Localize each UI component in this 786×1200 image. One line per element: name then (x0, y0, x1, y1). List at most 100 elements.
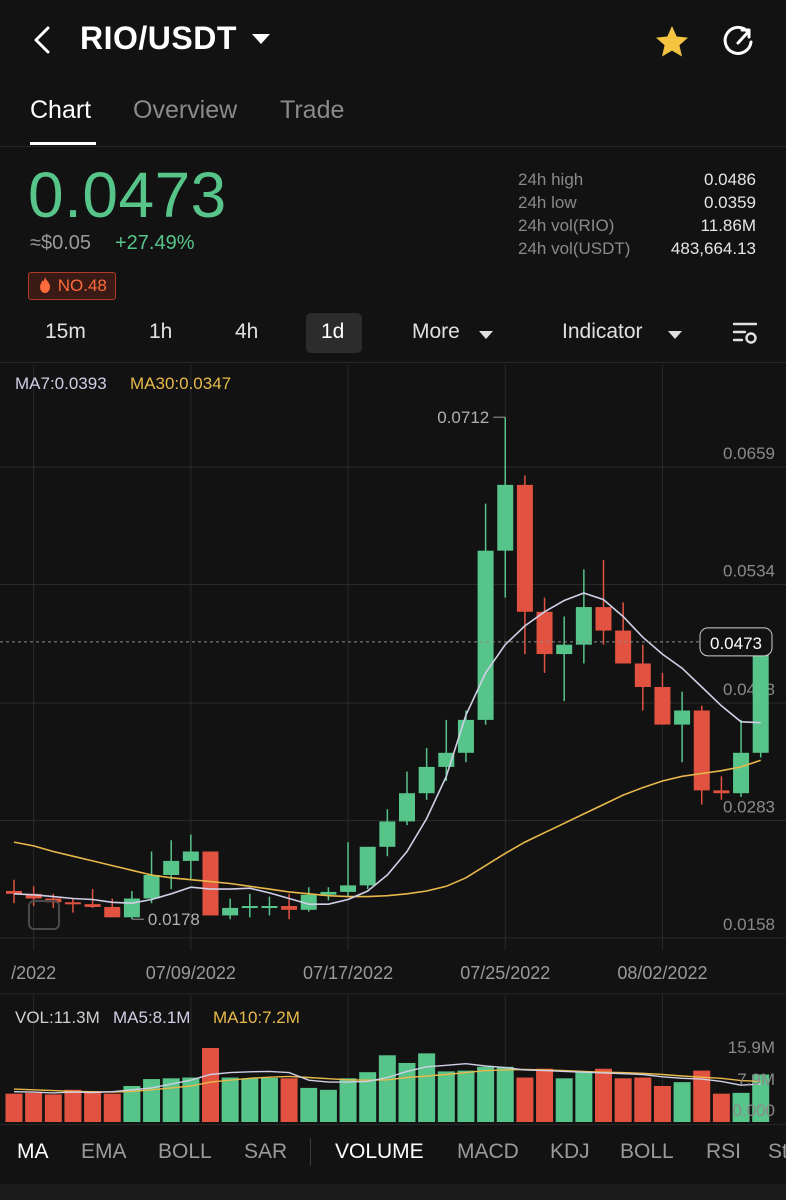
indicator-tab-ma[interactable]: MA (17, 1140, 49, 1163)
volume-bar[interactable] (64, 1089, 82, 1122)
volume-bar[interactable] (575, 1071, 593, 1122)
volume-bar[interactable] (496, 1066, 514, 1122)
volume-chart[interactable]: VOL:11.3M MA5:8.1M MA10:7.2M 15.9M 7.9M 0.000 (0, 995, 786, 1125)
volume-bar[interactable] (182, 1077, 200, 1122)
volume-bar[interactable] (536, 1068, 554, 1122)
volume-bar[interactable] (84, 1091, 102, 1122)
candle-body[interactable] (261, 906, 278, 909)
volume-bar[interactable] (359, 1072, 377, 1122)
candle-body[interactable] (241, 906, 258, 909)
indicator-dropdown[interactable]: Indicator (562, 320, 643, 343)
volume-bar[interactable] (103, 1093, 121, 1122)
candle-body[interactable] (300, 894, 317, 910)
indicator-tab-st[interactable]: St (768, 1140, 786, 1163)
candle-body[interactable] (104, 906, 121, 918)
volume-bar[interactable] (241, 1078, 259, 1122)
candle-body[interactable] (634, 663, 651, 687)
candle-body[interactable] (25, 893, 42, 899)
candle-body[interactable] (615, 630, 632, 664)
volume-bar[interactable] (44, 1094, 62, 1122)
timeframe-1d[interactable]: 1d (321, 320, 345, 343)
pair-title[interactable]: RIO/USDT (80, 20, 237, 56)
volume-bar[interactable] (673, 1082, 691, 1122)
candle-body[interactable] (281, 906, 298, 910)
volume-bar[interactable] (221, 1077, 239, 1122)
candle-body[interactable] (84, 904, 101, 907)
candle-body[interactable] (6, 890, 22, 894)
indicator-tab-kdj[interactable]: KDJ (550, 1140, 590, 1163)
candle-body[interactable] (202, 851, 219, 916)
candle-body[interactable] (477, 550, 494, 720)
volume-bar[interactable] (653, 1085, 671, 1122)
chevron-down-icon[interactable] (252, 34, 270, 44)
chart-settings-icon[interactable] (731, 319, 759, 347)
timeframe-4h[interactable]: 4h (235, 320, 259, 343)
candle-body[interactable] (575, 607, 592, 645)
indicator-tab-rsi[interactable]: RSI (706, 1140, 742, 1163)
candle-body[interactable] (359, 846, 376, 886)
volume-bar[interactable] (123, 1085, 141, 1122)
rank-badge[interactable]: NO.48 (28, 272, 116, 300)
volume-bar[interactable] (202, 1048, 219, 1122)
tab-overview[interactable]: Overview (133, 96, 238, 124)
indicator-tab-boll-sub[interactable]: BOLL (620, 1140, 674, 1163)
volume-bar[interactable] (752, 1074, 770, 1122)
indicator-tab-volume[interactable]: VOLUME (335, 1140, 424, 1163)
candle-body[interactable] (163, 860, 180, 876)
candle-body[interactable] (379, 821, 396, 847)
candle-body[interactable] (399, 793, 415, 822)
timeframe-1h[interactable]: 1h (149, 320, 173, 343)
volume-bar[interactable] (339, 1078, 357, 1122)
tab-chart[interactable]: Chart (30, 96, 92, 124)
candle-body[interactable] (752, 641, 769, 753)
timeframe-15m[interactable]: 15m (45, 320, 86, 343)
candle-body[interactable] (222, 907, 239, 916)
candle-body[interactable] (516, 484, 533, 612)
volume-bar[interactable] (516, 1077, 534, 1122)
volume-bar[interactable] (280, 1078, 298, 1122)
volume-bar[interactable] (143, 1079, 161, 1122)
volume-bar[interactable] (162, 1078, 180, 1122)
volume-bar[interactable] (712, 1093, 730, 1122)
volume-bar[interactable] (477, 1066, 495, 1122)
candle-body[interactable] (64, 902, 81, 905)
volume-bar[interactable] (25, 1092, 43, 1122)
volume-bar[interactable] (5, 1093, 23, 1122)
candle-body[interactable] (674, 710, 691, 725)
candle-body[interactable] (340, 885, 357, 892)
candle-body[interactable] (733, 752, 750, 794)
volume-bar[interactable] (437, 1071, 455, 1122)
indicator-tab-ema[interactable]: EMA (81, 1140, 127, 1163)
candle-body[interactable] (595, 607, 612, 631)
volume-bar[interactable] (634, 1077, 652, 1122)
candle-body[interactable] (536, 611, 553, 655)
indicator-tab-sar[interactable]: SAR (244, 1140, 288, 1163)
volume-bar[interactable] (300, 1087, 318, 1122)
candle-body[interactable] (418, 766, 435, 794)
volume-bar[interactable] (595, 1068, 612, 1122)
indicator-tab-macd[interactable]: MACD (457, 1140, 519, 1163)
tab-trade[interactable]: Trade (280, 96, 345, 124)
more-dropdown[interactable]: More (412, 320, 460, 343)
candle-body[interactable] (654, 686, 671, 725)
volume-bar[interactable] (614, 1078, 632, 1122)
candle-body[interactable] (713, 790, 730, 794)
candle-body[interactable] (497, 484, 514, 551)
volume-bar[interactable] (457, 1070, 475, 1122)
back-arrow-icon[interactable] (28, 22, 58, 58)
share-icon[interactable] (718, 22, 758, 62)
star-icon[interactable] (652, 22, 692, 62)
volume-bar[interactable] (378, 1055, 396, 1122)
volume-bar[interactable] (260, 1077, 278, 1122)
volume-bar[interactable] (319, 1089, 337, 1122)
volume-bar[interactable] (555, 1078, 573, 1122)
candle-body[interactable] (457, 719, 474, 753)
candle-body[interactable] (693, 710, 710, 791)
volume-bar[interactable] (732, 1092, 750, 1122)
indicator-tab-boll-main[interactable]: BOLL (158, 1140, 212, 1163)
candle-body[interactable] (182, 851, 199, 861)
candle-body[interactable] (556, 644, 573, 655)
volume-bar[interactable] (693, 1070, 711, 1122)
candle-body[interactable] (143, 875, 160, 899)
